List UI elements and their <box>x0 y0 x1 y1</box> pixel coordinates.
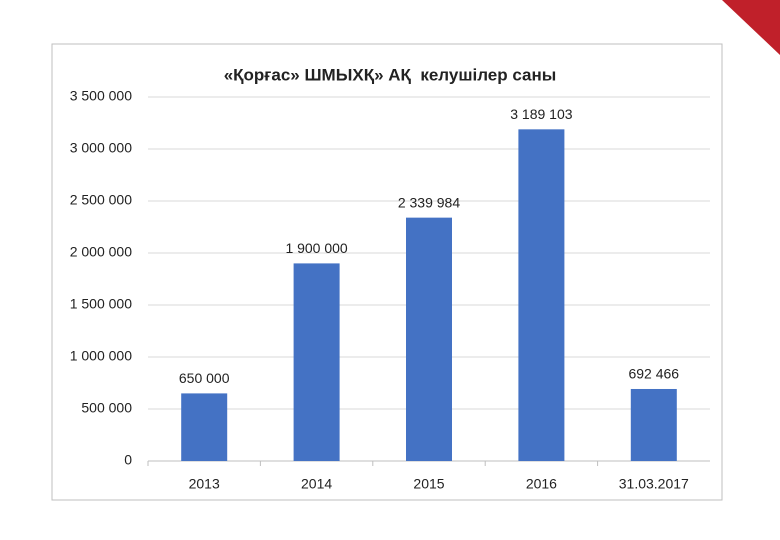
chart-title: «Қорғас» ШМЫХҚ» АҚ келушілер саны <box>224 65 557 84</box>
corner-decoration <box>722 0 780 55</box>
y-tick-label: 2 000 000 <box>70 244 132 260</box>
bar <box>406 217 452 461</box>
x-tick-label: 2014 <box>301 476 332 492</box>
y-tick-label: 500 000 <box>81 400 132 416</box>
y-tick-label: 0 <box>124 452 132 468</box>
x-tick-label: 31.03.2017 <box>619 476 689 492</box>
bar <box>630 388 677 461</box>
y-tick-label: 3 500 000 <box>70 88 132 104</box>
x-tick-label: 2016 <box>526 476 557 492</box>
y-tick-label: 3 000 000 <box>70 140 132 156</box>
bar <box>181 393 228 461</box>
bar <box>518 129 565 461</box>
bar <box>293 263 340 461</box>
x-tick-label: 2015 <box>413 476 444 492</box>
y-tick-label: 1 000 000 <box>70 348 132 364</box>
y-tick-label: 2 500 000 <box>70 192 132 208</box>
value-label: 3 189 103 <box>510 106 572 122</box>
value-label: 1 900 000 <box>285 240 347 256</box>
value-label: 2 339 984 <box>398 194 460 210</box>
y-tick-label: 1 500 000 <box>70 296 132 312</box>
x-tick-label: 2013 <box>189 476 220 492</box>
value-label: 650 000 <box>179 370 230 386</box>
value-label: 692 466 <box>628 366 679 382</box>
chart-frame <box>51 43 723 501</box>
